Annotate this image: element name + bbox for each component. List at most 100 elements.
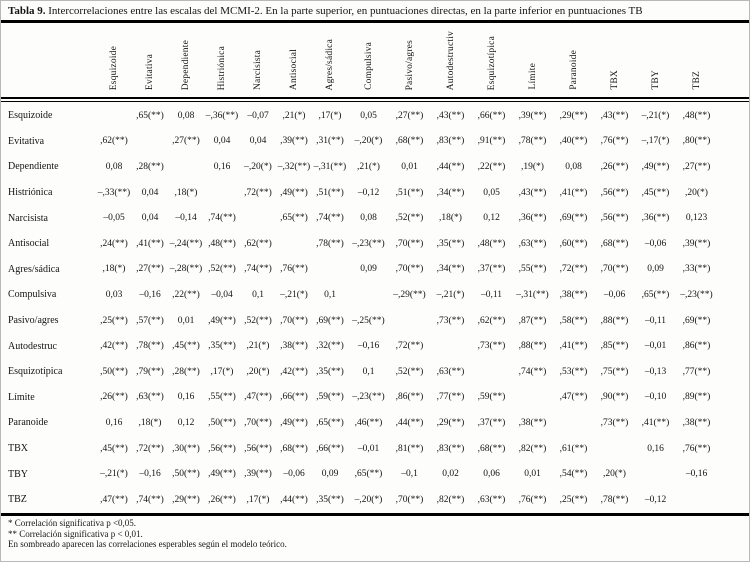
correlation-cell: –,23(**) — [352, 392, 385, 403]
row-label: Antisocial — [8, 238, 50, 250]
footnotes: * Correlación significativa p <0,05. ** … — [8, 518, 287, 550]
correlation-cell: ,77(**) — [682, 366, 711, 377]
correlation-cell: ,88(**) — [600, 315, 629, 326]
correlation-cell: ,49(**) — [641, 161, 670, 172]
correlation-cell: –,31(**) — [313, 161, 347, 172]
correlation-cell: ,36(**) — [641, 213, 670, 224]
column-header: Histriónica — [204, 23, 240, 103]
correlation-cell: ,90(**) — [600, 392, 629, 403]
correlation-cell: ,76(**) — [518, 494, 547, 505]
correlation-cell: –,23(**) — [680, 289, 713, 300]
correlation-cell: ,50(**) — [208, 417, 236, 428]
correlation-cell: ,17(*) — [210, 366, 234, 377]
correlation-cell: ,29(**) — [172, 494, 200, 505]
column-header-label: Compulsiva — [363, 42, 374, 90]
correlation-cell: –,21(*) — [280, 289, 308, 300]
correlation-cell: ,37(**) — [477, 264, 506, 275]
table-row: Antisocial ,24(**) ,41(**) –,24(**) ,48(**),… — [1, 231, 717, 257]
correlation-cell: –0,10 — [644, 392, 667, 403]
correlation-cell: ,62(**) — [477, 315, 506, 326]
correlation-cell: 0,04 — [141, 187, 159, 198]
header-rule-thick — [1, 97, 749, 99]
correlation-cell — [471, 359, 512, 385]
correlation-cell: ,29(**) — [559, 110, 588, 121]
correlation-cell — [312, 257, 348, 283]
correlation-cell — [168, 154, 204, 180]
correlation-cell: ,70(**) — [395, 494, 424, 505]
correlation-cell: ,69(**) — [559, 213, 588, 224]
correlation-cell: ,62(**) — [100, 136, 128, 147]
table-row: Dependiente 0,08 ,28(**) 0,16 –,20(*) –,32(**… — [1, 154, 717, 180]
column-header: TBY — [635, 23, 676, 103]
column-header: Evitativa — [132, 23, 168, 103]
correlation-cell: –0,16 — [357, 341, 380, 352]
table-row: Narcisista –0,05 0,04 –0,14 ,74(**) ,65(**) ,7… — [1, 205, 717, 231]
correlation-cell: ,72(**) — [395, 341, 424, 352]
correlation-cell: –,17(*) — [641, 136, 670, 147]
correlation-cell: ,88(**) — [518, 341, 547, 352]
correlation-cell: ,18(*) — [174, 187, 198, 198]
correlation-cell: ,47(**) — [244, 392, 272, 403]
correlation-cell: ,65(**) — [136, 110, 164, 121]
correlation-cell: ,72(**) — [559, 264, 588, 275]
correlation-cell: 0,01 — [401, 161, 418, 172]
correlation-cell: –0,07 — [247, 110, 269, 121]
column-header-label: Narcisista — [253, 50, 263, 90]
correlation-cell: ,43(**) — [600, 110, 629, 121]
row-label: Evitativa — [8, 135, 45, 147]
correlation-cell: ,20(*) — [603, 469, 626, 480]
correlation-cell: ,76(**) — [682, 443, 711, 454]
correlation-cell: 0,08 — [177, 110, 195, 121]
table-row: Compulsiva 0,03 –0,16 ,22(**) –0,04 0,1 –,21(*… — [1, 282, 717, 308]
correlation-cell: 0,12 — [177, 417, 195, 428]
correlation-cell: ,47(**) — [559, 392, 588, 403]
correlation-cell: ,26(**) — [600, 161, 629, 172]
correlation-cell: ,35(**) — [436, 238, 465, 249]
correlation-cell: ,24(**) — [100, 238, 128, 249]
table-row: TBY –,21(*) –0,16 ,50(**) ,49(**) ,39(**) –0,0… — [1, 461, 717, 487]
correlation-cell: ,27(**) — [395, 110, 424, 121]
correlation-cell: ,54(**) — [559, 469, 588, 480]
table-row: Límite ,26(**) ,63(**) 0,16 ,55(**) ,47(**) ,6… — [1, 385, 717, 411]
row-label: Dependiente — [8, 161, 59, 173]
correlation-cell: ,69(**) — [682, 315, 711, 326]
correlation-cell: ,60(**) — [559, 238, 588, 249]
correlation-cell: 0,16 — [213, 161, 231, 172]
correlation-cell: ,34(**) — [436, 264, 465, 275]
correlation-cell: ,65(**) — [354, 469, 383, 480]
row-label: Límite — [8, 391, 35, 403]
correlation-cell: –,36(**) — [205, 110, 239, 121]
correlation-cell: ,76(**) — [600, 136, 629, 147]
correlation-cell: –,20(*) — [354, 136, 383, 147]
correlation-cell: ,44(**) — [280, 494, 308, 505]
correlation-cell: 0,05 — [483, 187, 500, 198]
correlation-cell: ,28(**) — [136, 161, 164, 172]
correlation-cell: 0,08 — [565, 161, 582, 172]
correlation-cell: ,74(**) — [518, 366, 547, 377]
correlation-cell: ,40(**) — [559, 136, 588, 147]
column-header: Narcisista — [240, 23, 276, 103]
correlation-cell: ,74(**) — [244, 264, 272, 275]
correlation-cell: ,73(**) — [600, 417, 629, 428]
table-row: Esquizoide ,65(**) 0,08 –,36(**) –0,07 ,21(*)… — [1, 103, 717, 129]
correlation-cell: ,52(**) — [395, 366, 424, 377]
column-header: Autodestructiv — [430, 23, 471, 103]
table-row: Evitativa ,62(**) ,27(**) 0,04 0,04 ,39(**) ,3… — [1, 129, 717, 155]
correlation-cell — [553, 410, 594, 436]
correlation-cell: ,63(**) — [518, 238, 547, 249]
correlation-cell: 0,08 — [360, 213, 377, 224]
correlation-cell: ,41(**) — [559, 341, 588, 352]
correlation-cell — [348, 282, 389, 308]
column-header-label: Paranoide — [568, 50, 579, 90]
correlation-cell: ,36(**) — [518, 213, 547, 224]
correlation-cell: ,70(**) — [395, 264, 424, 275]
correlation-cell: ,41(**) — [641, 417, 670, 428]
correlation-cell: ,38(**) — [682, 417, 711, 428]
correlation-cell: ,63(**) — [436, 366, 465, 377]
correlation-cell: ,51(**) — [316, 187, 344, 198]
correlation-cell: ,45(**) — [100, 443, 128, 454]
column-header: TBX — [594, 23, 635, 103]
correlation-cell — [204, 180, 240, 206]
correlation-cell — [96, 103, 132, 129]
correlation-cell — [276, 231, 312, 257]
